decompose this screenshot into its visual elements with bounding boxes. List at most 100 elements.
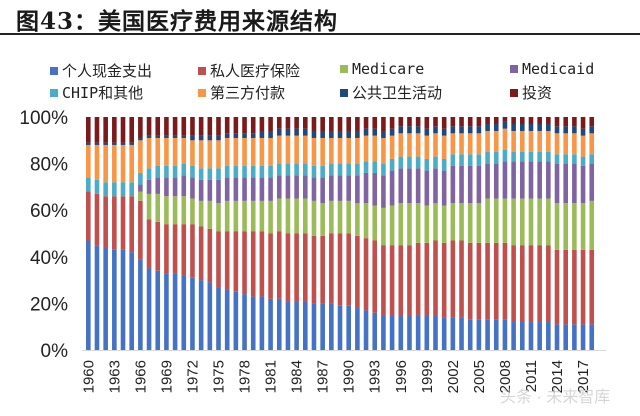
bar-segment <box>537 198 542 246</box>
legend-swatch <box>340 88 348 97</box>
bar-segment <box>528 130 534 152</box>
bar-segment <box>580 156 586 166</box>
bar-segment <box>580 324 586 350</box>
bar-segment <box>589 249 595 325</box>
bar-segment <box>259 231 265 297</box>
bar-segment <box>164 117 169 136</box>
bar-segment <box>172 117 178 136</box>
bar-segment <box>164 177 169 197</box>
bar-segment <box>493 163 499 199</box>
bar-segment <box>216 117 221 136</box>
bar-segment <box>459 240 464 318</box>
bar-segment <box>467 154 473 166</box>
bar-segment <box>572 126 577 134</box>
legend-swatch <box>510 65 518 73</box>
bar-segment <box>528 151 534 162</box>
bar-segment <box>224 177 230 201</box>
bar-segment <box>520 130 525 152</box>
bar-segment <box>276 135 282 164</box>
bar-segment <box>250 177 256 201</box>
bar-segment <box>407 203 412 246</box>
bar-segment <box>528 123 534 131</box>
y-tick-label: 80% <box>30 155 68 176</box>
bar-segment <box>311 177 317 201</box>
bar-segment <box>112 249 117 350</box>
bar-segment <box>502 121 508 129</box>
bar-segment <box>276 231 282 299</box>
bar-segment <box>467 117 473 127</box>
x-tick-label: 1996 <box>393 360 410 393</box>
x-tick-label: 2014 <box>549 360 566 393</box>
bar-segment <box>450 133 456 155</box>
y-tick-label: 100% <box>19 108 68 129</box>
bar-segment <box>355 308 360 350</box>
bar-segment <box>329 163 334 176</box>
bar-segment <box>216 203 221 232</box>
bar-segment <box>320 117 325 131</box>
bar-segment <box>433 156 438 169</box>
bar-segment <box>146 268 152 350</box>
bar-segment <box>320 130 325 138</box>
bar-segment <box>103 196 108 248</box>
bar-segment <box>424 117 430 129</box>
bar-segment <box>155 177 161 194</box>
bar-segment <box>554 249 560 325</box>
bar-segment <box>190 135 195 141</box>
bar-segment <box>415 156 421 169</box>
bar-segment <box>294 175 299 199</box>
legend-label: 私人医疗保险 <box>210 62 301 80</box>
bar-segment <box>476 117 482 127</box>
legend-label: 公共卫生活动 <box>352 84 443 102</box>
bar-segment <box>224 289 230 350</box>
bar-segment <box>242 137 247 166</box>
bar-segment <box>467 242 473 320</box>
bar-segment <box>537 130 542 152</box>
bar-segment <box>424 205 430 243</box>
bar-segment <box>537 117 542 124</box>
bar-segment <box>268 200 273 234</box>
bar-segment <box>520 123 525 131</box>
bar-segment <box>563 126 568 134</box>
bar-segment <box>363 172 369 204</box>
bar-segment <box>433 117 438 127</box>
bar-segment <box>224 117 230 134</box>
bar-segment <box>433 168 438 204</box>
bar-segment <box>398 133 404 157</box>
bar-segment <box>511 123 516 131</box>
bar-segment <box>528 322 534 350</box>
bar-segment <box>207 140 213 169</box>
bar-segment <box>389 205 395 246</box>
bar-segment <box>138 172 143 185</box>
legend-label: 第三方付款 <box>210 84 286 102</box>
bar-segment <box>511 161 516 199</box>
bar-segment <box>172 196 178 225</box>
bar-segment <box>441 205 447 243</box>
bar-segment <box>329 233 334 304</box>
bar-segment <box>311 303 317 350</box>
bar-segment <box>329 200 334 234</box>
bar-segment <box>112 196 117 250</box>
bar-segment <box>572 203 577 250</box>
bar-segment <box>355 137 360 164</box>
bar-segment <box>268 137 273 166</box>
bar-segment <box>580 135 586 157</box>
x-tick-label: 1990 <box>341 360 358 393</box>
bar-segment <box>476 242 482 320</box>
bar-segment <box>224 133 230 138</box>
bar-segment <box>224 165 230 178</box>
x-tick-label: 1984 <box>289 360 306 393</box>
bar-segment <box>146 193 152 220</box>
bar-segment <box>207 282 213 350</box>
bar-segment <box>415 242 421 316</box>
bar-segment <box>563 117 568 127</box>
x-tick-label: 2011 <box>523 360 540 392</box>
bar-segment <box>311 130 317 138</box>
bar-segment <box>94 142 100 145</box>
x-tick-label: 1960 <box>80 360 97 393</box>
bar-segment <box>450 240 456 318</box>
bar-segment <box>493 123 499 131</box>
bar-segment <box>476 154 482 166</box>
legend-item: Medicaid <box>510 60 594 78</box>
bar-segment <box>493 319 499 350</box>
bar-segment <box>259 130 265 138</box>
